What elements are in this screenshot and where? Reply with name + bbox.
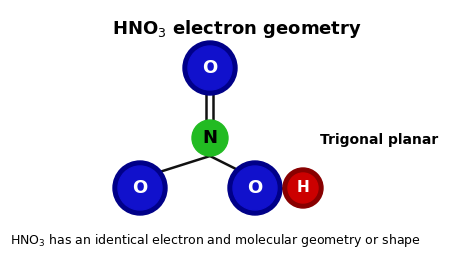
Circle shape (192, 120, 228, 156)
Circle shape (113, 161, 167, 215)
Text: N: N (202, 129, 218, 147)
Circle shape (118, 166, 162, 210)
Circle shape (288, 173, 318, 203)
Text: H: H (297, 180, 310, 196)
Text: Trigonal planar: Trigonal planar (320, 133, 438, 147)
Text: HNO$_3$ electron geometry: HNO$_3$ electron geometry (112, 18, 362, 40)
Text: HNO$_3$ has an identical electron and molecular geometry or shape: HNO$_3$ has an identical electron and mo… (10, 232, 421, 249)
Circle shape (228, 161, 282, 215)
Text: O: O (247, 179, 263, 197)
Circle shape (283, 168, 323, 208)
Circle shape (183, 41, 237, 95)
Text: O: O (202, 59, 218, 77)
Text: O: O (132, 179, 147, 197)
Circle shape (188, 46, 232, 90)
Circle shape (233, 166, 277, 210)
